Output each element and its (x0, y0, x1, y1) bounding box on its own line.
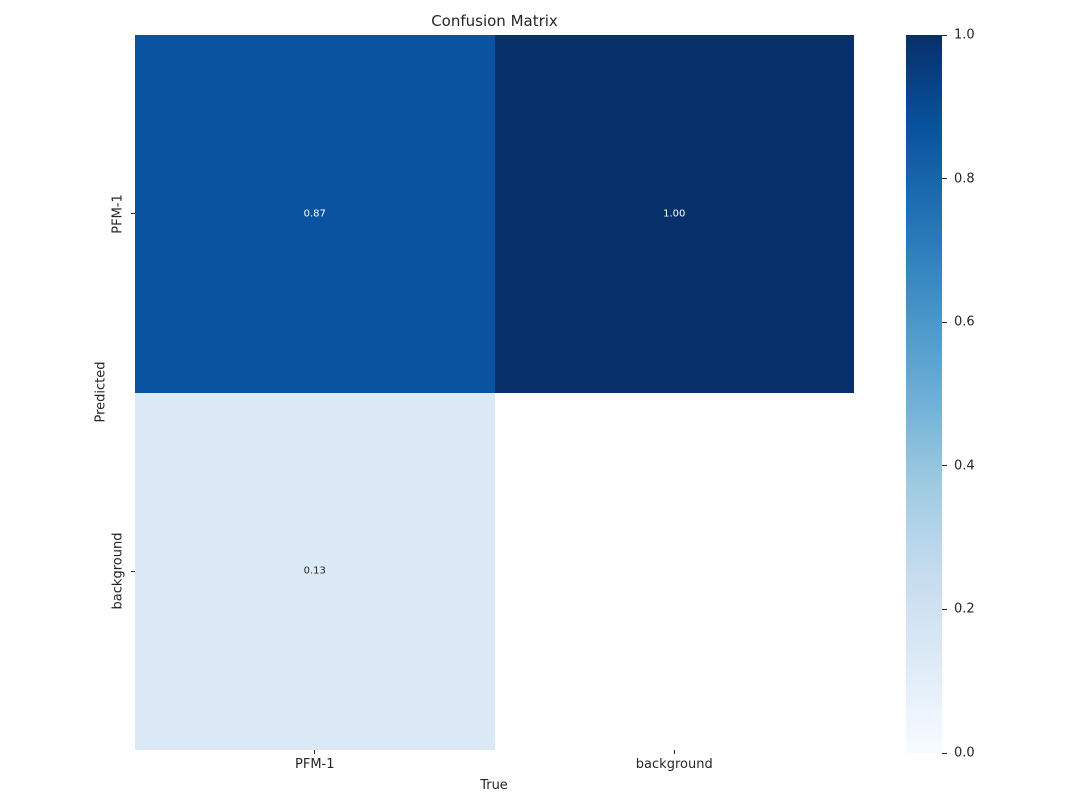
heatmap-cell-background-background (494, 392, 854, 750)
colorbar-tick-label-1.0: 1.0 (954, 27, 975, 43)
heatmap-cell-background-PFM-1: 0.13 (135, 392, 495, 750)
colorbar-tick-label-0.6: 0.6 (954, 314, 975, 330)
colorbar-tick-mark (942, 34, 947, 36)
heatmap-plot: 0.87 1.00 0.13 (135, 35, 854, 750)
colorbar-tick-mark (942, 178, 947, 180)
heatmap-cell-PFM-1-background: 1.00 (494, 35, 854, 393)
x-tick-mark (673, 750, 675, 754)
colorbar-tick-mark (942, 465, 947, 467)
x-axis-label: True (480, 778, 508, 793)
y-tick-label-PFM-1: PFM-1 (110, 194, 126, 234)
colorbar-tick-label-0.4: 0.4 (954, 458, 975, 474)
x-tick-label-background: background (635, 757, 713, 772)
cell-value-annotation: 1.00 (663, 208, 686, 220)
y-axis-label: Predicted (93, 361, 109, 423)
colorbar-tick-mark (942, 608, 947, 610)
x-tick-label-PFM-1: PFM-1 (295, 757, 335, 772)
x-tick-mark (314, 750, 316, 754)
colorbar (906, 35, 942, 753)
y-tick-mark (131, 570, 135, 572)
heatmap-cell-PFM-1-PFM-1: 0.87 (135, 35, 495, 393)
cell-value-annotation: 0.87 (303, 208, 326, 220)
colorbar-tick-mark (942, 321, 947, 323)
colorbar-tick-mark (942, 752, 947, 754)
y-tick-mark (131, 213, 135, 215)
chart-title: Confusion Matrix (431, 12, 558, 30)
cell-value-annotation: 0.13 (303, 565, 326, 577)
colorbar-tick-label-0.2: 0.2 (954, 601, 975, 617)
y-tick-label-background: background (110, 532, 126, 610)
colorbar-tick-label-0.8: 0.8 (954, 171, 975, 187)
colorbar-tick-label-0.0: 0.0 (954, 745, 975, 761)
